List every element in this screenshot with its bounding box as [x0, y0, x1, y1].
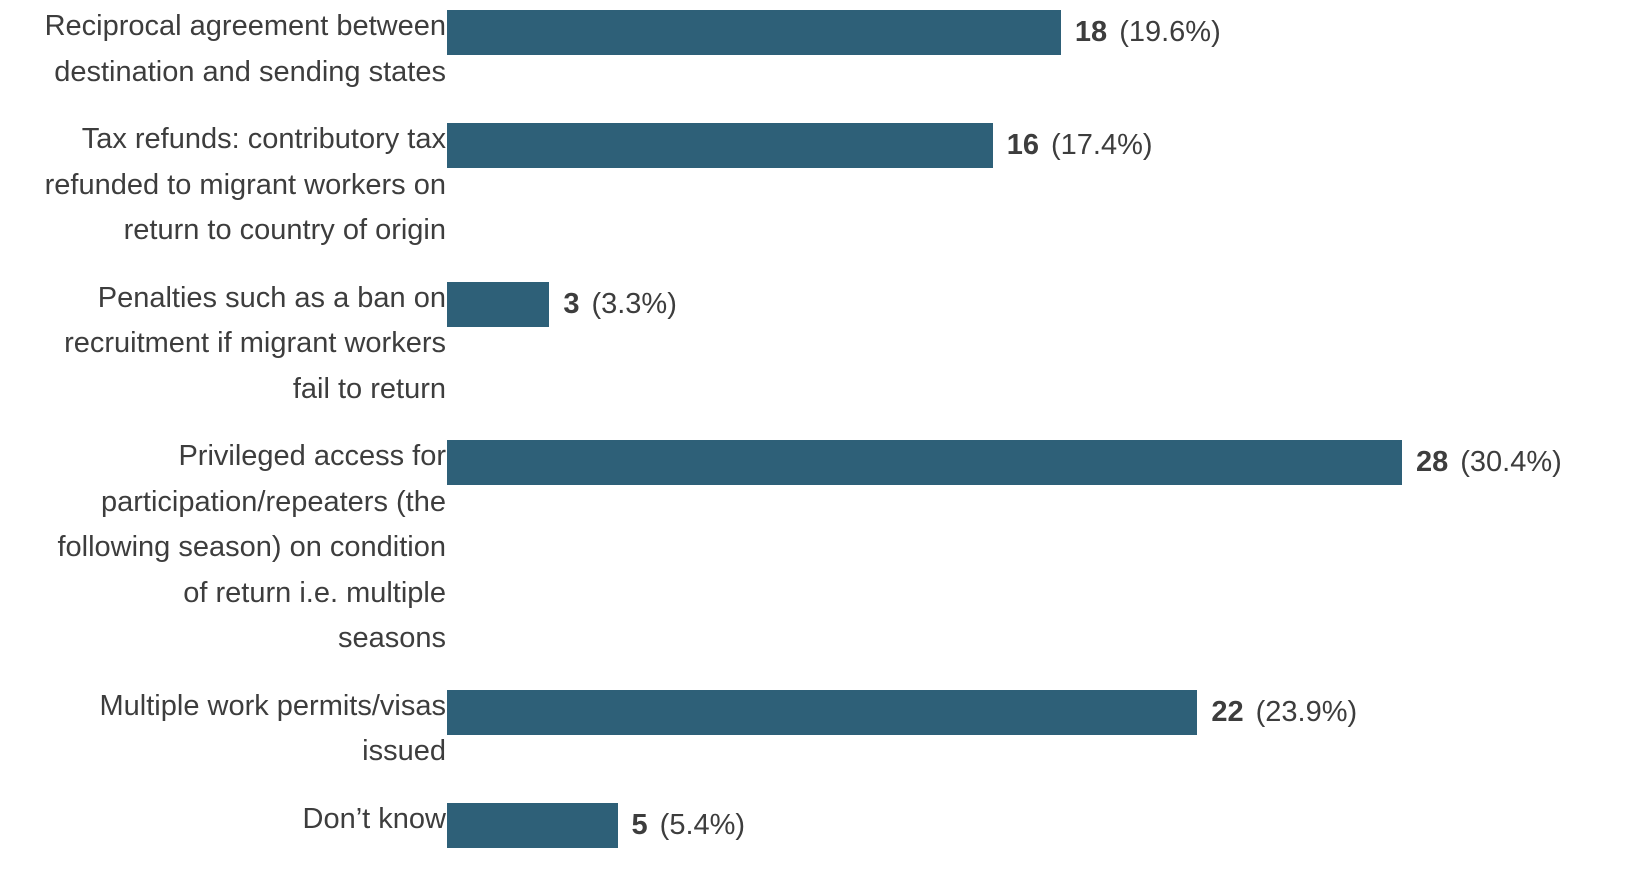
value-count: 3 [563, 287, 580, 320]
category-label-line: fail to return [292, 372, 446, 405]
category-label: Tax refunds: contributory tax refunded to… [6, 117, 446, 254]
bar [447, 10, 1061, 55]
value-percent: (5.4%) [659, 808, 746, 841]
category-label-line: return to country of origin [123, 214, 446, 246]
chart-row: Tax refunds: contributory tax refunded to… [0, 117, 1631, 254]
value-label: 3 (3.3%) [563, 282, 677, 327]
value-percent: (19.6%) [1119, 16, 1221, 48]
value-label: 16 (17.4%) [1007, 123, 1153, 168]
value-label: 18 (19.6%) [1075, 10, 1221, 55]
category-label-line: seasons [337, 622, 446, 654]
value-percent: (23.9%) [1255, 695, 1358, 728]
bar [447, 440, 1402, 485]
category-label: Multiple work permits/visas issued [6, 684, 446, 775]
value-label: 5 (5.4%) [632, 803, 746, 848]
category-label-line: Privileged access for [178, 440, 446, 472]
bar [447, 802, 618, 848]
chart-row: Reciprocal agreement between destination … [0, 4, 1631, 95]
category-label-line: refunded to migrant workers on [44, 168, 446, 201]
value-count: 22 [1211, 695, 1244, 728]
category-label-line: destination and sending states [54, 55, 446, 88]
value-percent: (30.4%) [1460, 446, 1562, 478]
value-percent: (3.3%) [591, 287, 677, 320]
category-label-line: Multiple work permits/visas [99, 689, 446, 722]
category-label: Privileged access for participation/repea… [6, 434, 446, 662]
category-label-line: Don’t know [302, 802, 446, 835]
value-count: 28 [1416, 446, 1449, 478]
value-count: 5 [631, 808, 648, 841]
value-label: 28 (30.4%) [1416, 440, 1562, 485]
category-label: Don’t know [6, 797, 446, 843]
chart-row: Multiple work permits/visas issued 22 (23.9… [0, 684, 1631, 775]
category-label-line: Penalties such as a ban on [97, 281, 446, 314]
category-label-line: Tax refunds: contributory tax [81, 123, 446, 155]
value-count: 16 [1006, 129, 1039, 161]
category-label: Penalties such as a ban on recruitment if… [6, 276, 446, 413]
category-label-line: recruitment if migrant workers [64, 327, 446, 359]
value-count: 18 [1074, 16, 1108, 48]
value-percent: (17.4%) [1050, 129, 1153, 161]
chart-row: Privileged access for participation/repea… [0, 434, 1631, 662]
chart-row: Don’t know 5 (5.4%) [0, 797, 1631, 848]
bar [447, 281, 550, 327]
category-label-line: following season) on condition [57, 531, 446, 563]
category-label-line: of return i.e. multiple [183, 576, 446, 609]
chart-row: Penalties such as a ban on recruitment if… [0, 276, 1631, 413]
bar [447, 123, 993, 168]
category-label-line: Reciprocal agreement between [44, 10, 446, 42]
category-label-line: participation/repeaters (the [101, 485, 446, 518]
value-label: 22 (23.9%) [1211, 690, 1357, 735]
category-label: Reciprocal agreement between destination … [6, 4, 446, 95]
category-label-line: issued [362, 735, 446, 767]
bar [447, 689, 1198, 735]
